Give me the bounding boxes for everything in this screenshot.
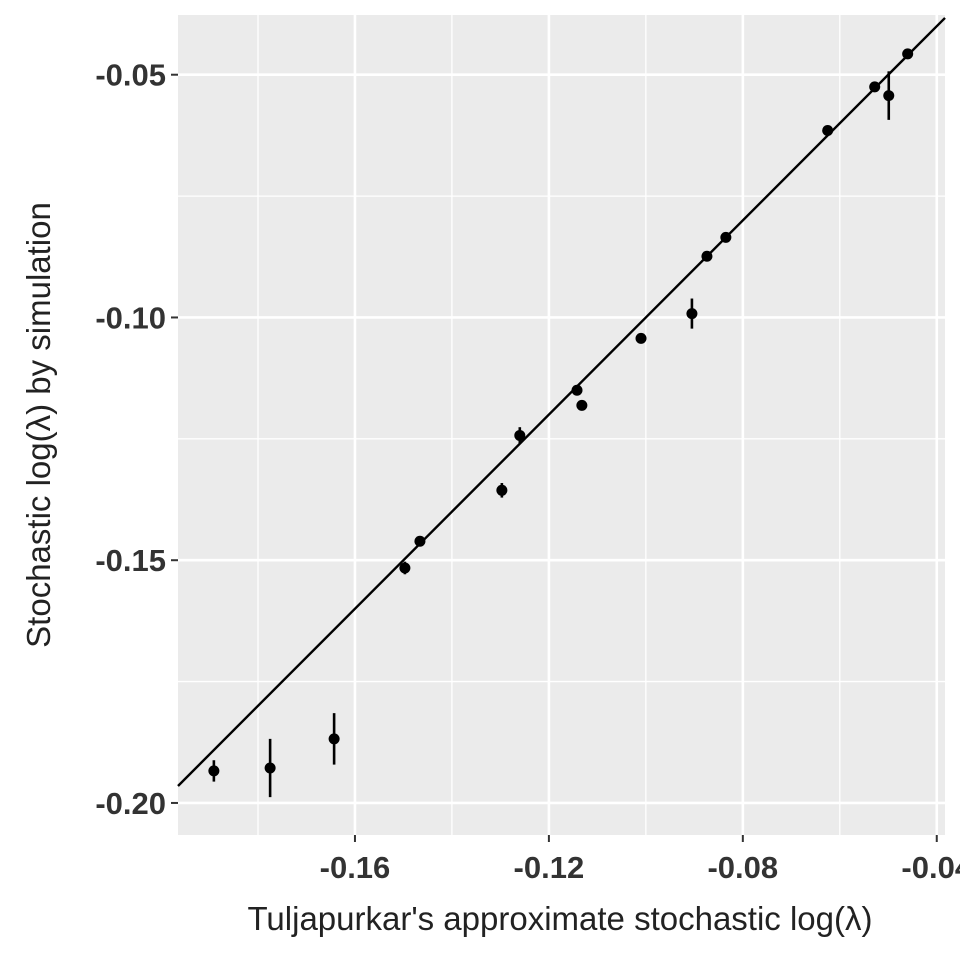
data-point (822, 125, 834, 137)
data-point (514, 429, 526, 441)
data-point (328, 733, 340, 745)
x-tick-label: -0.04 (901, 850, 960, 885)
data-point (720, 231, 732, 243)
data-point (701, 250, 713, 262)
axis-ticks: -0.16 -0.12 -0.08 -0.04 -0.20 -0.15 -0.10 -0.05 (95, 58, 960, 885)
x-axis-label: Tuljapurkar's approximate stochastic log… (248, 900, 873, 937)
data-point (902, 48, 914, 60)
data-point (869, 81, 881, 93)
y-tick-label: -0.10 (95, 300, 166, 335)
x-tick-label: -0.16 (320, 850, 391, 885)
data-points (208, 48, 914, 798)
identity-line (177, 17, 946, 787)
data-point (686, 308, 698, 320)
y-tick-label: -0.05 (95, 58, 166, 93)
data-point (571, 384, 583, 396)
data-point (208, 765, 220, 777)
data-point (414, 535, 426, 547)
data-point (635, 332, 647, 344)
data-point (883, 90, 895, 102)
x-tick-label: -0.08 (707, 850, 778, 885)
data-point (496, 484, 508, 496)
plot-panel (178, 15, 945, 835)
y-axis-label: Stochastic log(λ) by simulation (20, 202, 57, 648)
gridlines (178, 15, 945, 835)
data-point (399, 562, 411, 574)
y-tick-label: -0.20 (95, 786, 166, 821)
y-tick-label: -0.15 (95, 543, 166, 578)
data-point (264, 762, 276, 774)
identity-line (177, 17, 946, 787)
x-tick-label: -0.12 (514, 850, 585, 885)
data-point (576, 399, 588, 411)
